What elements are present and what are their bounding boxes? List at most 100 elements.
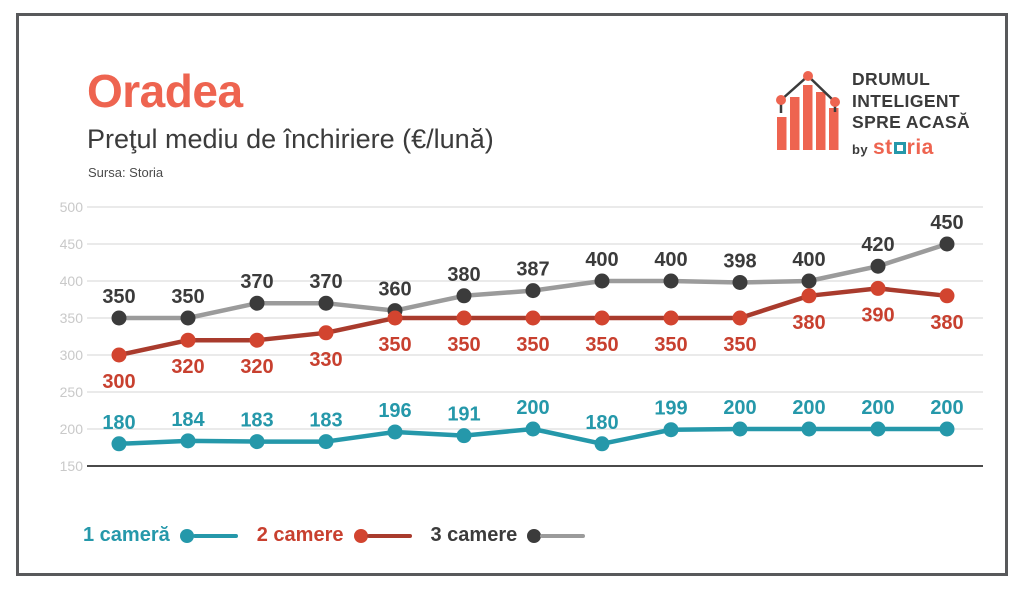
data-point bbox=[387, 424, 403, 440]
legend-item-1-camera: 1 cameră bbox=[83, 524, 238, 547]
data-point bbox=[249, 332, 265, 348]
data-label: 350 bbox=[516, 334, 549, 356]
data-label: 180 bbox=[585, 412, 618, 434]
tagline-line3: SPRE ACASĂ bbox=[852, 112, 971, 132]
data-label: 200 bbox=[930, 397, 963, 419]
legend-item-2-camere: 2 camere bbox=[257, 524, 412, 547]
data-point bbox=[456, 428, 472, 444]
y-tick-label: 250 bbox=[60, 384, 84, 400]
data-point bbox=[663, 273, 679, 289]
storia-o-square-icon bbox=[893, 141, 906, 154]
data-label: 380 bbox=[447, 264, 480, 286]
card-frame: Oradea Preţul mediu de închiriere (€/lun… bbox=[16, 13, 1008, 576]
data-point bbox=[111, 347, 127, 363]
legend-line-icon bbox=[192, 533, 238, 538]
data-label: 420 bbox=[861, 234, 894, 256]
data-point bbox=[387, 310, 403, 326]
data-label: 180 bbox=[102, 412, 135, 434]
data-label: 400 bbox=[792, 249, 825, 271]
data-point bbox=[732, 274, 748, 290]
tagline-line2: INTELIGENT bbox=[852, 90, 961, 111]
legend-line-icon bbox=[540, 533, 586, 538]
data-label: 183 bbox=[309, 410, 342, 432]
data-label: 199 bbox=[654, 398, 687, 420]
data-point bbox=[525, 421, 541, 437]
data-label: 370 bbox=[309, 271, 342, 293]
data-label: 370 bbox=[240, 271, 273, 293]
legend-dot-icon bbox=[353, 528, 368, 543]
storia-wordmark: st ria bbox=[872, 135, 934, 159]
legend-marker-red bbox=[353, 528, 412, 543]
data-point bbox=[525, 283, 541, 299]
data-label: 360 bbox=[378, 279, 411, 301]
data-point bbox=[801, 288, 817, 304]
data-label: 191 bbox=[447, 404, 480, 426]
data-point bbox=[318, 434, 334, 450]
data-label: 320 bbox=[240, 356, 273, 378]
data-label: 350 bbox=[654, 334, 687, 356]
legend-label: 1 cameră bbox=[83, 524, 170, 546]
legend-label: 2 camere bbox=[256, 524, 344, 546]
data-point bbox=[525, 310, 541, 326]
y-tick-label: 450 bbox=[60, 236, 84, 252]
source-credit: Sursa: Storia bbox=[88, 165, 164, 180]
data-point bbox=[249, 434, 265, 450]
brand-tagline: DRUMUL INTELIGENT SPRE ACASĂ by st ria bbox=[852, 69, 970, 160]
y-tick-label: 150 bbox=[60, 458, 84, 474]
y-tick-label: 300 bbox=[60, 347, 84, 363]
brand-byline: by st ria bbox=[852, 135, 970, 161]
data-label: 183 bbox=[240, 410, 273, 432]
legend-item-3-camere: 3 camere bbox=[431, 524, 586, 547]
data-point bbox=[318, 325, 334, 341]
data-point bbox=[663, 310, 679, 326]
page-title: Oradea bbox=[87, 65, 243, 117]
data-label: 398 bbox=[723, 250, 756, 272]
data-label: 387 bbox=[516, 259, 549, 281]
data-label: 380 bbox=[792, 312, 825, 334]
legend-marker-teal bbox=[179, 528, 238, 543]
data-label: 350 bbox=[378, 334, 411, 356]
data-label: 196 bbox=[378, 400, 411, 422]
data-label: 200 bbox=[516, 397, 549, 419]
storia-house-chart-icon bbox=[776, 71, 840, 150]
chart-subtitle: Preţul mediu de închiriere (€/lună) bbox=[87, 124, 494, 154]
data-label: 330 bbox=[309, 349, 342, 371]
data-label: 400 bbox=[585, 249, 618, 271]
data-label: 400 bbox=[654, 249, 687, 271]
data-label: 200 bbox=[861, 397, 894, 419]
data-label: 350 bbox=[447, 334, 480, 356]
data-label: 200 bbox=[792, 397, 825, 419]
data-point bbox=[180, 310, 196, 326]
data-point bbox=[939, 236, 955, 252]
data-point bbox=[801, 273, 817, 289]
legend-marker-gray bbox=[527, 528, 586, 543]
data-point bbox=[180, 433, 196, 449]
data-label: 350 bbox=[723, 334, 756, 356]
legend-dot-icon bbox=[179, 528, 194, 543]
legend-label: 3 camere bbox=[430, 524, 518, 546]
data-point bbox=[594, 310, 610, 326]
data-label: 350 bbox=[102, 286, 135, 308]
data-label: 184 bbox=[171, 409, 205, 431]
data-label: 450 bbox=[930, 212, 963, 234]
tagline-line1: DRUMUL bbox=[852, 69, 931, 89]
data-point bbox=[732, 310, 748, 326]
data-point bbox=[180, 332, 196, 348]
data-point bbox=[111, 436, 127, 452]
data-point bbox=[456, 288, 472, 304]
legend-line-icon bbox=[366, 533, 412, 538]
data-point bbox=[456, 310, 472, 326]
data-point bbox=[594, 273, 610, 289]
data-point bbox=[732, 421, 748, 437]
data-point bbox=[594, 436, 610, 452]
data-label: 200 bbox=[723, 397, 756, 419]
data-label: 320 bbox=[171, 356, 204, 378]
data-point bbox=[663, 422, 679, 438]
data-point bbox=[870, 258, 886, 274]
data-label: 380 bbox=[930, 312, 963, 334]
y-tick-label: 500 bbox=[60, 199, 84, 215]
chart-legend: 1 cameră 2 camere 3 camere bbox=[83, 524, 586, 547]
rent-price-line-chart: 150 200 250 300 350 400 450 500 350 350 370 370 360 3… bbox=[60, 199, 983, 474]
y-tick-label: 200 bbox=[60, 421, 84, 437]
data-label: 350 bbox=[171, 286, 204, 308]
